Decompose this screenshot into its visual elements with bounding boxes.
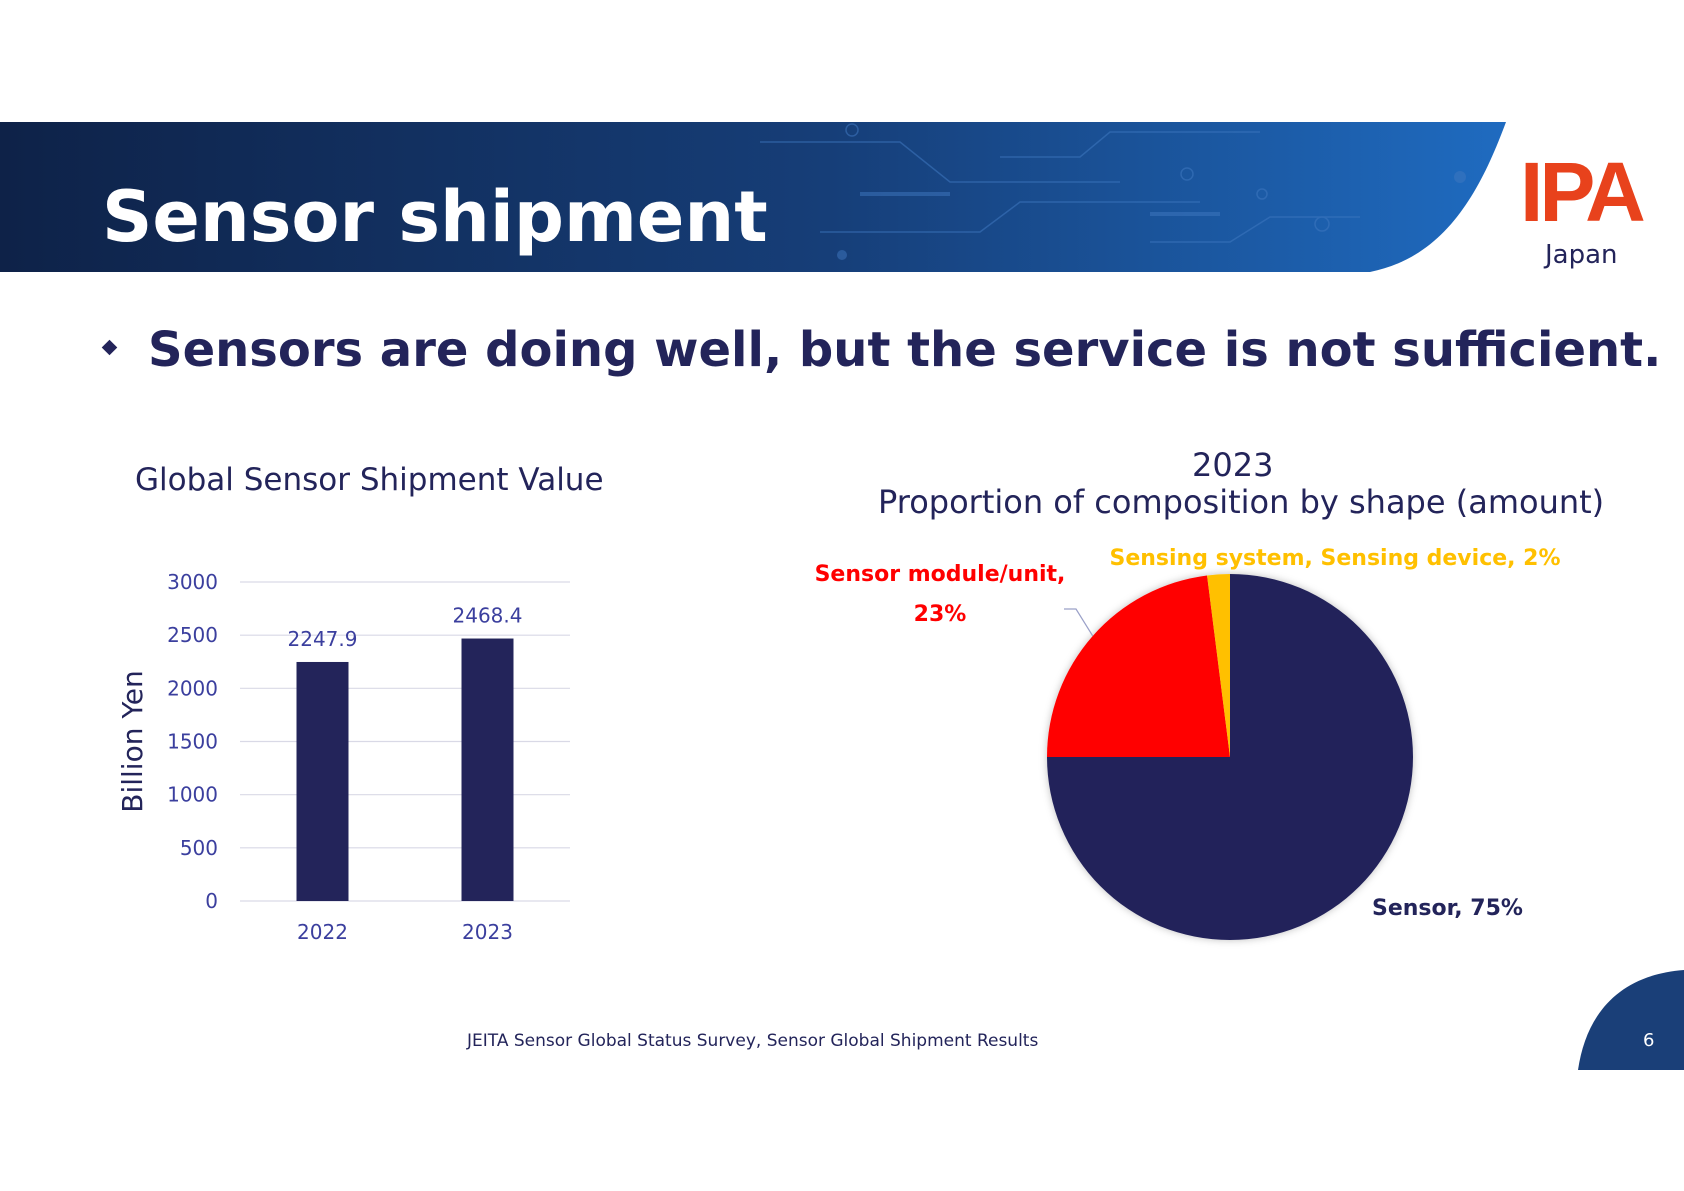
y-tick-label: 2500 (167, 623, 218, 647)
corner-decoration (1578, 970, 1684, 1070)
pie-chart: Sensor, 75% Sensor module/unit, 23% Sensing… (815, 546, 1561, 940)
headline: Sensors are doing well, but the service … (148, 322, 1662, 378)
pie-slice (1047, 575, 1230, 757)
bar-chart: 0 500 1000 1500 2000 2500 3000 Billion Yen 2247.… (116, 570, 570, 944)
bar-chart-title: Global Sensor Shipment Value (135, 462, 604, 498)
y-axis-label: Billion Yen (116, 670, 149, 812)
pie-slice (1207, 574, 1230, 757)
y-tick-label: 500 (180, 836, 218, 860)
bar-value-label: 2468.4 (453, 604, 523, 628)
source-note: JEITA Sensor Global Status Survey, Senso… (467, 1031, 1039, 1051)
bar-value-label: 2247.9 (288, 627, 358, 651)
header-banner (0, 122, 1506, 272)
x-tick-label: 2022 (297, 920, 348, 944)
pie-label-module-pct: 23% (914, 602, 967, 627)
y-tick-label: 2000 (167, 676, 218, 700)
y-tick-label: 1000 (167, 783, 218, 807)
leader-line (1064, 608, 1094, 637)
diamond-bullet-icon (101, 339, 118, 356)
y-tick-label: 3000 (167, 570, 218, 594)
pie-label-system: Sensing system, Sensing device, 2% (1109, 546, 1560, 571)
y-tick-label: 0 (205, 889, 218, 913)
x-tick-label: 2023 (462, 920, 513, 944)
bar (461, 638, 514, 901)
bar (296, 661, 349, 901)
pie-label-sensor: Sensor, 75% (1372, 896, 1523, 921)
pie-chart-subtitle: Proportion of composition by shape (amou… (878, 483, 1605, 521)
ipa-logo: IPA (1520, 145, 1646, 239)
pie-label-module: Sensor module/unit, (815, 562, 1066, 587)
logo-subtext: Japan (1545, 240, 1618, 270)
y-tick-label: 1500 (167, 730, 218, 754)
page-number: 6 (1643, 1030, 1655, 1051)
pie-chart-title: 2023 (1192, 446, 1274, 484)
slide-title: Sensor shipment (102, 176, 768, 258)
